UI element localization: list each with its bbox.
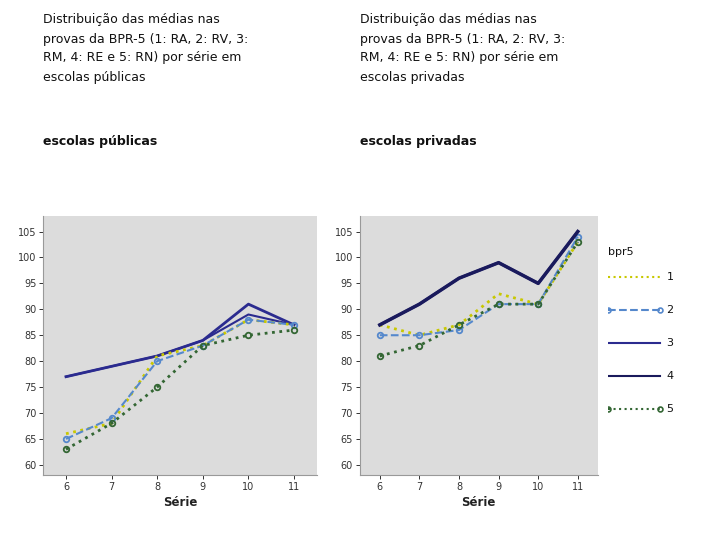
Text: 5: 5 bbox=[667, 404, 673, 414]
Text: escolas privadas: escolas privadas bbox=[360, 135, 477, 148]
Text: 4: 4 bbox=[667, 371, 673, 381]
Text: 3: 3 bbox=[667, 338, 673, 348]
Text: bpr5: bpr5 bbox=[608, 247, 634, 257]
Text: 2: 2 bbox=[667, 305, 673, 315]
X-axis label: Série: Série bbox=[163, 496, 197, 509]
X-axis label: Série: Série bbox=[462, 496, 496, 509]
Text: Distribuição das médias nas
provas da BPR-5 (1: RA, 2: RV, 3:
RM, 4: RE e 5: RN): Distribuição das médias nas provas da BP… bbox=[360, 14, 565, 84]
Text: escolas públicas: escolas públicas bbox=[43, 135, 158, 148]
Text: Distribuição das médias nas
provas da BPR-5 (1: RA, 2: RV, 3:
RM, 4: RE e 5: RN): Distribuição das médias nas provas da BP… bbox=[43, 14, 248, 84]
Text: 1: 1 bbox=[667, 272, 673, 282]
